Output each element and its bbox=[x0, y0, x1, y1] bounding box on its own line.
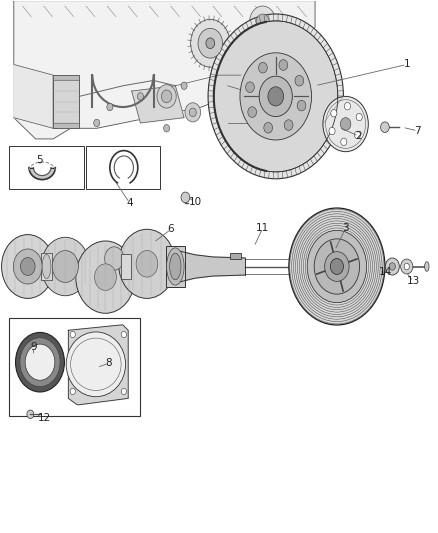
Circle shape bbox=[356, 114, 362, 121]
Circle shape bbox=[330, 259, 343, 274]
Circle shape bbox=[385, 258, 399, 275]
Circle shape bbox=[256, 14, 269, 30]
Circle shape bbox=[314, 239, 360, 294]
Circle shape bbox=[250, 6, 276, 38]
Text: 10: 10 bbox=[188, 197, 201, 207]
Circle shape bbox=[268, 87, 284, 106]
Circle shape bbox=[13, 249, 42, 284]
Bar bbox=[230, 253, 241, 259]
Text: 1: 1 bbox=[403, 60, 410, 69]
Circle shape bbox=[189, 108, 196, 117]
Circle shape bbox=[259, 76, 292, 117]
Circle shape bbox=[248, 107, 257, 117]
Circle shape bbox=[21, 257, 35, 276]
Circle shape bbox=[121, 388, 127, 394]
Circle shape bbox=[94, 119, 100, 127]
Circle shape bbox=[323, 96, 368, 152]
Circle shape bbox=[181, 82, 187, 90]
Circle shape bbox=[105, 247, 124, 270]
Bar bbox=[53, 123, 79, 128]
Bar bbox=[53, 75, 79, 128]
Polygon shape bbox=[68, 325, 128, 405]
Polygon shape bbox=[177, 251, 245, 282]
Bar bbox=[10, 146, 84, 189]
Circle shape bbox=[295, 75, 304, 86]
Circle shape bbox=[41, 237, 89, 296]
Circle shape bbox=[198, 28, 223, 58]
Circle shape bbox=[136, 251, 158, 277]
Circle shape bbox=[70, 332, 75, 338]
Circle shape bbox=[340, 118, 351, 131]
Text: 14: 14 bbox=[379, 267, 392, 277]
Circle shape bbox=[208, 14, 343, 179]
Text: 13: 13 bbox=[406, 277, 420, 286]
Circle shape bbox=[181, 192, 190, 203]
Bar bbox=[10, 318, 141, 416]
Circle shape bbox=[341, 138, 347, 146]
Circle shape bbox=[325, 252, 349, 281]
Text: 4: 4 bbox=[126, 198, 133, 208]
Polygon shape bbox=[14, 64, 53, 128]
Circle shape bbox=[161, 90, 172, 103]
Circle shape bbox=[240, 53, 311, 140]
Circle shape bbox=[107, 103, 113, 111]
Text: 3: 3 bbox=[343, 223, 349, 233]
Circle shape bbox=[163, 125, 170, 132]
Text: 12: 12 bbox=[38, 413, 51, 423]
Text: 7: 7 bbox=[414, 126, 421, 136]
Circle shape bbox=[329, 127, 335, 135]
Ellipse shape bbox=[425, 262, 429, 271]
Text: 8: 8 bbox=[106, 358, 112, 368]
Circle shape bbox=[191, 19, 230, 67]
Polygon shape bbox=[132, 86, 184, 123]
Ellipse shape bbox=[166, 248, 184, 285]
Circle shape bbox=[70, 388, 75, 394]
Circle shape bbox=[121, 332, 127, 338]
Circle shape bbox=[214, 21, 338, 172]
Text: 9: 9 bbox=[30, 342, 37, 352]
Text: 11: 11 bbox=[256, 223, 269, 233]
Circle shape bbox=[138, 93, 144, 100]
Circle shape bbox=[95, 264, 117, 290]
Text: 2: 2 bbox=[355, 131, 362, 141]
Circle shape bbox=[206, 38, 215, 49]
Circle shape bbox=[389, 263, 396, 270]
Polygon shape bbox=[29, 167, 55, 180]
Polygon shape bbox=[14, 1, 315, 139]
Circle shape bbox=[404, 263, 410, 270]
Circle shape bbox=[307, 230, 367, 303]
Bar bbox=[166, 246, 185, 287]
Circle shape bbox=[157, 85, 176, 108]
Circle shape bbox=[279, 60, 288, 70]
Circle shape bbox=[52, 251, 78, 282]
Bar bbox=[41, 253, 52, 280]
Ellipse shape bbox=[170, 253, 181, 280]
Bar bbox=[121, 254, 131, 279]
Circle shape bbox=[25, 344, 55, 380]
Circle shape bbox=[284, 120, 293, 131]
Circle shape bbox=[2, 235, 54, 298]
Circle shape bbox=[401, 259, 413, 274]
Bar bbox=[86, 146, 160, 189]
Circle shape bbox=[354, 131, 360, 139]
Circle shape bbox=[331, 109, 337, 117]
Circle shape bbox=[264, 123, 272, 133]
Circle shape bbox=[27, 410, 34, 418]
Circle shape bbox=[344, 102, 350, 110]
Circle shape bbox=[289, 208, 385, 325]
Circle shape bbox=[76, 241, 135, 313]
Text: 6: 6 bbox=[168, 224, 174, 235]
Circle shape bbox=[258, 62, 267, 73]
Circle shape bbox=[246, 82, 254, 93]
Circle shape bbox=[119, 229, 175, 298]
Ellipse shape bbox=[42, 255, 51, 278]
Circle shape bbox=[15, 333, 64, 392]
Bar bbox=[53, 75, 79, 80]
Circle shape bbox=[297, 100, 306, 111]
Circle shape bbox=[20, 338, 60, 386]
Text: 5: 5 bbox=[37, 155, 43, 165]
Circle shape bbox=[185, 103, 201, 122]
Circle shape bbox=[381, 122, 389, 133]
Ellipse shape bbox=[66, 332, 126, 397]
